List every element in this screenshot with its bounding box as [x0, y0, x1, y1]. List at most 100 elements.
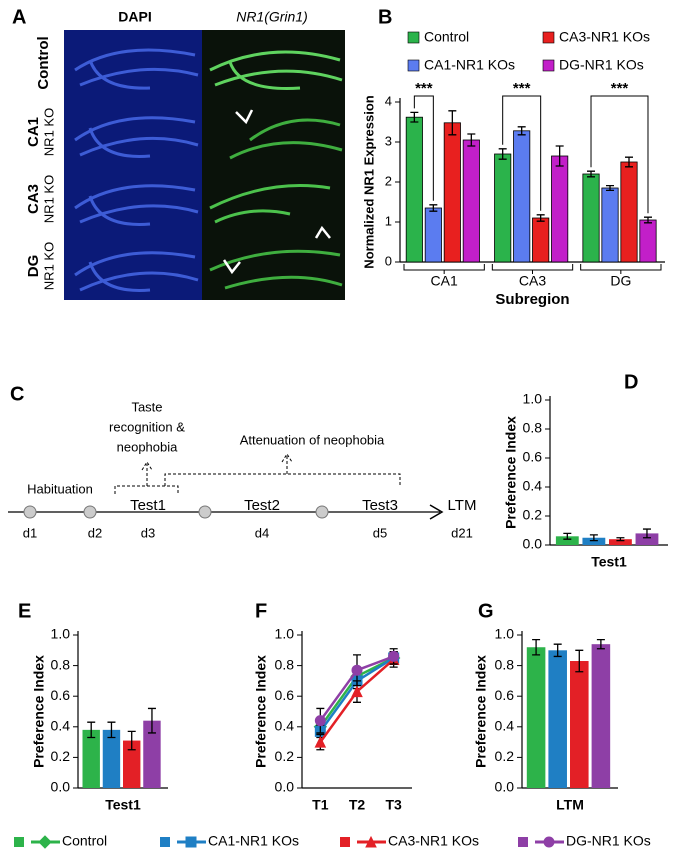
error-bar: [107, 721, 116, 739]
y-axis-label: Preference Index: [253, 655, 269, 768]
error-bar: [467, 133, 476, 147]
timeline-note: Attenuation of neophobia: [240, 432, 385, 447]
row-label: CA1: [25, 117, 42, 147]
legend-label: CA3-NR1 KOs: [388, 833, 479, 849]
legend-swatch: [407, 59, 420, 72]
day-label: d5: [373, 525, 387, 540]
later-bracket: [164, 473, 401, 486]
panel-label: A: [12, 6, 26, 28]
error-bar: [555, 145, 564, 167]
y-tick-label: 0.4: [495, 718, 515, 734]
panel-label: E: [18, 600, 31, 622]
y-tick-label: 1.0: [51, 626, 71, 642]
y-tick-label: 0.8: [523, 420, 543, 436]
y-tick-label: 0.2: [275, 748, 295, 764]
x-tick-label: Test1: [591, 554, 627, 570]
panel-label: B: [378, 6, 392, 28]
legend-label: CA1-NR1 KOs: [208, 833, 299, 849]
bar: [405, 116, 423, 263]
y-tick-label: 0: [385, 253, 392, 268]
error-bar: [448, 110, 457, 136]
legend-label: Control: [62, 833, 107, 849]
x-tick-label: DG: [610, 273, 631, 289]
y-tick-label: 0.0: [51, 779, 71, 795]
bar: [639, 219, 657, 263]
phase-label: Test1: [130, 497, 166, 514]
error-bar: [625, 156, 633, 168]
row-label: Control: [35, 36, 52, 89]
bar: [123, 740, 141, 788]
error-bar: [563, 532, 572, 540]
column-header: NR1(Grin1): [236, 9, 308, 25]
bar: [620, 161, 638, 263]
bar: [551, 155, 569, 263]
bar: [143, 720, 161, 788]
y-tick-label: 0.4: [523, 478, 543, 494]
day-label: d2: [88, 525, 102, 540]
microscopy-images: [64, 30, 345, 300]
panel-label: F: [255, 600, 267, 622]
bar: [102, 729, 121, 788]
marker: [365, 835, 377, 848]
day-label: d3: [141, 525, 155, 540]
legend-swatch: [14, 837, 24, 847]
group-bracket: [580, 264, 662, 274]
row-sublabel: NR1 KO: [41, 108, 56, 156]
y-tick-label: 0.6: [495, 687, 515, 703]
y-tick-label: 3: [385, 133, 392, 148]
day-label: d1: [23, 525, 37, 540]
y-tick-label: 0.0: [495, 779, 515, 795]
significance-bracket: [502, 95, 542, 211]
marker: [185, 836, 197, 848]
x-tick-label: CA1: [431, 273, 458, 289]
error-bar: [532, 638, 541, 656]
timeline-note: Taste: [131, 399, 162, 414]
bar: [635, 533, 659, 545]
bar: [609, 539, 632, 545]
marker: [314, 715, 326, 727]
bar: [582, 173, 600, 263]
legend-label: DG-NR1 KOs: [566, 833, 651, 849]
column-header: DAPI: [118, 9, 151, 25]
error-bar: [642, 528, 651, 539]
panel-label: C: [10, 383, 24, 405]
bar: [462, 139, 480, 263]
tissue-shapes: [74, 48, 343, 292]
y-tick-label: 0.4: [275, 718, 295, 734]
significance-label: ***: [513, 80, 531, 97]
error-bar: [429, 204, 438, 212]
legend-swatch: [160, 837, 170, 847]
y-tick-label: 0.2: [523, 507, 543, 523]
significance-label: ***: [611, 80, 629, 97]
panel-label: D: [624, 371, 638, 393]
x-tick-label: Test1: [105, 797, 141, 813]
marker: [543, 836, 555, 848]
y-tick-label: 1: [385, 213, 392, 228]
legend-swatch: [518, 837, 528, 847]
day-marker: [315, 505, 329, 519]
legend-label: CA1-NR1 KOs: [424, 57, 515, 73]
y-tick-label: 2: [385, 173, 392, 188]
bar: [532, 217, 550, 263]
marker: [351, 664, 363, 676]
bar: [424, 207, 442, 263]
y-axis-label: Normalized NR1 Expression: [361, 95, 376, 268]
y-axis-label: Preference Index: [31, 655, 47, 768]
day-label: d21: [451, 525, 473, 540]
arrow-head: [429, 504, 444, 520]
bar: [526, 647, 546, 788]
test1-arrow: [141, 461, 153, 486]
row-sublabel: NR1 KO: [41, 242, 56, 290]
x-tick-label: LTM: [556, 797, 584, 813]
legend-swatch: [542, 59, 555, 72]
error-bar: [606, 184, 615, 192]
day-label: d4: [255, 525, 269, 540]
y-tick-label: 0.8: [51, 656, 71, 672]
error-bar: [127, 730, 136, 751]
y-tick-label: 0.2: [495, 748, 515, 764]
arrowheads: [222, 109, 331, 275]
y-tick-label: 0.0: [275, 779, 295, 795]
error-bar: [536, 214, 545, 222]
